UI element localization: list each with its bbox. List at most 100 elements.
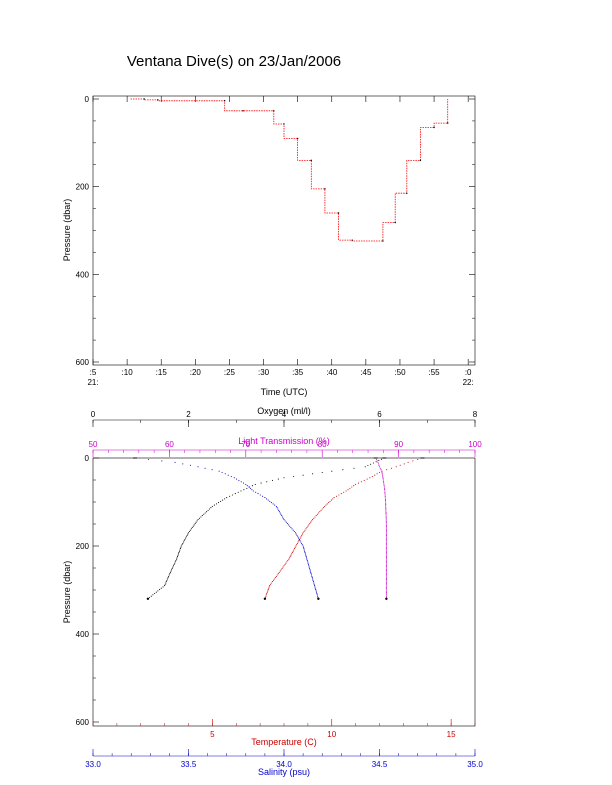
chart-title: Ventana Dive(s) on 23/Jan/2006 (127, 53, 341, 70)
temperature-point (330, 499, 332, 501)
light-transmission-axis-title: Light Transmission (%) (238, 436, 330, 446)
temperature-point (357, 482, 360, 484)
salinity-point (306, 558, 308, 560)
oxygen-point (174, 561, 176, 563)
oxygen-point (177, 554, 179, 556)
salinity-point (282, 517, 284, 519)
x-tick-sublabel-21: 21: (87, 378, 98, 387)
light_transmission-point (385, 502, 387, 504)
salinity-point (310, 571, 312, 573)
temperature-point (322, 507, 324, 509)
salinity-point (293, 530, 295, 533)
temperature-point (381, 470, 383, 472)
light_transmission-point (385, 514, 387, 516)
oxygen-point (181, 544, 183, 546)
temperature-point (376, 473, 378, 475)
depth-trace-point (242, 110, 244, 112)
temperature-point (277, 573, 279, 575)
oxygen-point (166, 578, 169, 580)
salinity-point (280, 513, 282, 515)
salinity-point (304, 552, 306, 554)
temperature-point (309, 523, 311, 525)
depth-trace-point (406, 192, 408, 194)
oxygen-point (194, 523, 196, 525)
salinity-point (304, 550, 306, 552)
salinity-point (309, 569, 311, 571)
oxygen-point (254, 483, 256, 485)
light_transmission-point (385, 528, 387, 530)
salinity-point (218, 470, 220, 472)
temperature-point (363, 479, 365, 481)
temperature-point (329, 500, 331, 502)
temperature-point (340, 493, 342, 495)
salinity-point (314, 586, 316, 588)
salinity-tick-label-33-0: 33.0 (85, 760, 101, 769)
light_transmission-point (385, 595, 387, 597)
temperature-axis: 5 10 15 (92, 719, 476, 739)
salinity-point (236, 478, 238, 480)
temperature-point (321, 508, 323, 510)
salinity-point (312, 578, 314, 580)
light_transmission-point (385, 563, 387, 565)
salinity-point (307, 563, 309, 566)
light_transmission-point (385, 504, 387, 506)
oxygen-point (370, 463, 372, 465)
temperature-tick-label-15: 15 (447, 730, 456, 739)
temperature-point (311, 520, 313, 522)
oxygen-point (222, 499, 224, 501)
oxygen-point (193, 524, 195, 526)
light_transmission-point (385, 516, 387, 519)
temperature-point (304, 529, 306, 531)
salinity-point (211, 469, 213, 471)
salinity-point (292, 529, 294, 531)
temperature-point (302, 532, 304, 534)
light_transmission-point (385, 524, 387, 526)
temperature-series (263, 457, 425, 600)
salinity-point (289, 525, 291, 527)
depth-trace-point (157, 99, 159, 101)
light_transmission-point (385, 548, 387, 550)
salinity-point (242, 482, 245, 484)
time-axis: :521::10:15:20:25:30:35:40:45:50:55:022: (87, 96, 474, 387)
salinity-point (294, 532, 297, 534)
light_transmission-point (385, 526, 387, 528)
light_transmission-point (382, 478, 384, 480)
light_transmission-point (385, 567, 387, 569)
light_transmission-point (385, 540, 387, 542)
salinity-point (161, 460, 163, 462)
light_transmission-point (382, 480, 385, 482)
temperature-point (374, 474, 376, 476)
temperature-point (265, 594, 267, 596)
light_transmission-point (385, 501, 387, 503)
y-tick-label-200: 200 (76, 183, 90, 192)
temperature-point (318, 512, 320, 514)
temperature-point (266, 592, 268, 595)
oxygen-tick-label-2: 2 (186, 410, 191, 419)
light_transmission-tick-label-50: 50 (89, 440, 98, 449)
oxygen-point (217, 502, 220, 504)
salinity-point (312, 579, 314, 581)
oxygen-point (178, 552, 180, 554)
light_transmission-point (385, 551, 387, 554)
salinity-point (278, 511, 280, 513)
light_transmission-point (385, 513, 387, 515)
oxygen-point (198, 517, 201, 519)
light_transmission-point (385, 566, 387, 568)
temperature-point (293, 549, 295, 551)
oxygen-point (180, 546, 182, 548)
light_transmission-point (385, 575, 387, 577)
salinity-point (317, 595, 319, 597)
salinity-point (306, 559, 308, 562)
x-tick-label-10: :10 (122, 368, 134, 377)
light_transmission-point (385, 549, 387, 551)
temperature-point (320, 509, 322, 511)
light_transmission-point (385, 550, 387, 552)
light_transmission-point (384, 495, 386, 498)
light_transmission-point (385, 590, 387, 592)
pressure-axis: 0 200 400 600 (76, 454, 99, 727)
salinity-point (303, 548, 305, 550)
light_transmission-point (385, 576, 387, 578)
light_transmission-point (385, 554, 387, 556)
light_transmission-series (373, 457, 388, 600)
light_transmission-point (385, 506, 387, 508)
